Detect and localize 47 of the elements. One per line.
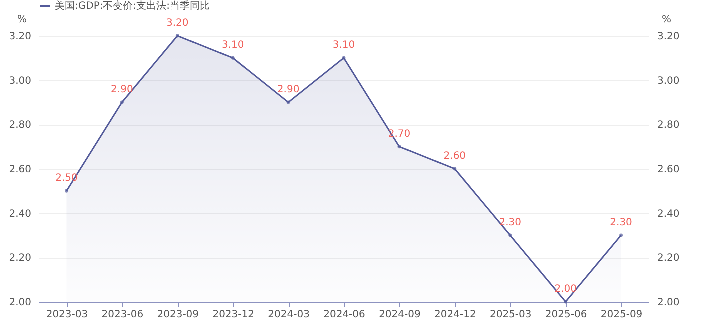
data-label: 2.90 <box>277 84 300 96</box>
y2-axis-title: % <box>662 14 672 26</box>
data-label: 2.60 <box>444 151 466 162</box>
data-label: 2.00 <box>554 284 577 295</box>
point <box>286 100 290 104</box>
y2-tick-label: 2.20 <box>658 253 680 264</box>
point <box>508 234 512 238</box>
y2-tick-label: 3.20 <box>658 32 680 42</box>
legend-label: 美国:GDP:不变价:支出法:当季同比 <box>55 0 210 12</box>
y-tick-label: 3.20 <box>9 32 32 42</box>
x-tick-label: 2023-09 <box>157 310 200 320</box>
x-tick-label: 2024-09 <box>379 310 421 320</box>
data-label: 2.30 <box>499 218 522 228</box>
y2-tick-label: 2.40 <box>658 208 680 220</box>
y2-tick-label: 2.60 <box>658 164 680 176</box>
x-tick-label: 2025-09 <box>600 310 643 320</box>
data-label: 3.10 <box>222 40 244 52</box>
y-tick-label: 2.20 <box>9 253 32 264</box>
point <box>176 34 180 38</box>
y-tick-label: 2.40 <box>9 208 32 220</box>
point <box>231 56 235 60</box>
x-tick-label: 2023-06 <box>102 310 144 320</box>
y-tick-label: 2.00 <box>9 298 32 308</box>
data-label: 3.10 <box>332 40 356 52</box>
data-label: 3.20 <box>166 18 189 29</box>
y-axis-title: % <box>18 14 28 26</box>
point <box>64 189 68 193</box>
y2-tick-label: 2.80 <box>658 120 680 132</box>
x-tick-label: 2023-03 <box>46 310 88 320</box>
point <box>620 234 624 238</box>
y-tick-label: 3.00 <box>9 76 32 87</box>
x-tick-label: 2024-03 <box>268 310 310 320</box>
x-tick-label: 2024-12 <box>434 310 476 320</box>
point <box>120 100 124 104</box>
x-tick-label: 2025-06 <box>545 310 588 320</box>
point <box>564 300 568 304</box>
point <box>342 56 346 60</box>
point <box>453 167 457 171</box>
x-tick-label: 2025-03 <box>490 310 532 320</box>
point <box>398 145 402 149</box>
x-tick-label: 2023-12 <box>212 310 254 320</box>
x-tick-label: 2024-06 <box>324 310 366 320</box>
y-tick-label: 2.60 <box>9 164 32 176</box>
data-label: 2.30 <box>610 218 632 228</box>
y2-tick-label: 2.00 <box>658 298 680 308</box>
y2-tick-label: 3.00 <box>658 76 680 87</box>
y-tick-label: 2.80 <box>9 120 32 132</box>
